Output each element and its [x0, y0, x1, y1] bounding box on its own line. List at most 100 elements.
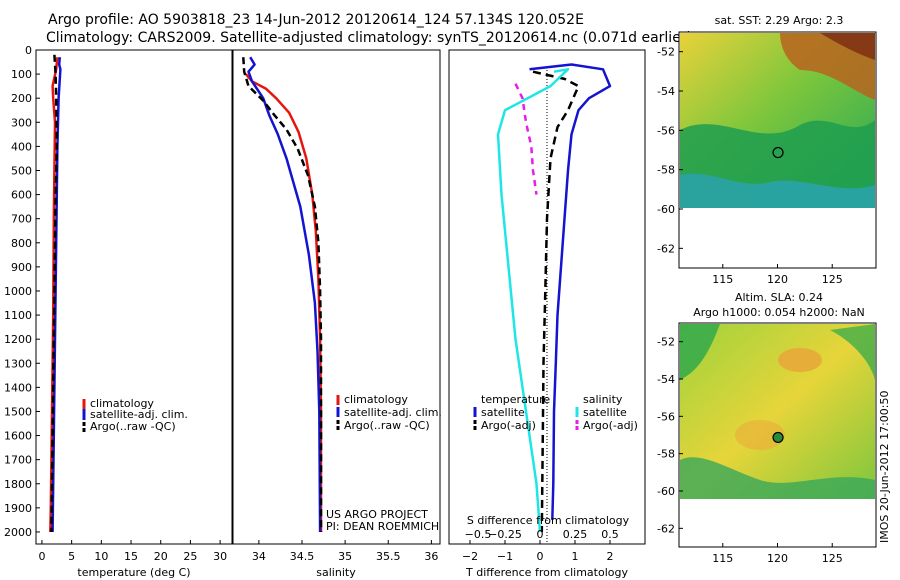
legend-salinity-title: salinity [583, 393, 623, 406]
s-tick-label: −0.5 [465, 528, 492, 541]
series-line [529, 63, 612, 520]
x-tick-label: −2 [462, 550, 478, 563]
difference-legend: temperature satellite Argo(-adj) salinit… [473, 393, 638, 432]
map-y-tick-label: -58 [657, 448, 675, 461]
map-y-tick-label: -62 [657, 522, 675, 535]
temperature-xlabel: temperature (deg C) [77, 566, 190, 579]
y-tick-label: 800 [11, 237, 32, 250]
x-tick-label: 20 [154, 550, 168, 563]
s-diff-ticklabels: −0.5−0.25 0 0.25 0.5 [465, 528, 619, 541]
salinity-xlabel: salinity [316, 566, 356, 579]
s-tick-label: −0.25 [488, 528, 522, 541]
y-tick-label: 100 [11, 68, 32, 81]
map-y-tick-label: -60 [657, 485, 675, 498]
series-line [247, 56, 322, 533]
temperature-series [49, 54, 62, 533]
y-tick-label: 1800 [4, 478, 32, 491]
map-y-tick-label: -58 [657, 164, 675, 177]
title-line2: Climatology: CARS2009. Satellite-adjuste… [46, 30, 692, 46]
x-tick-label: 5 [68, 550, 75, 563]
x-tick-label: 10 [94, 550, 108, 563]
sla-map: Altim. SLA: 0.24 Argo h1000: 0.054 h2000… [657, 291, 877, 565]
map-y-tick-label: -60 [657, 203, 675, 216]
y-tick-label: 0 [25, 44, 32, 57]
series-line [532, 70, 580, 533]
temperature-panel: 0100200300400500600700800900100011001200… [4, 44, 233, 579]
map-y-tick-label: -54 [657, 85, 675, 98]
x-tick-label: 30 [213, 550, 227, 563]
x-tick-label: 1 [572, 550, 579, 563]
series-line [51, 57, 62, 533]
sla-title-1: Altim. SLA: 0.24 [735, 291, 823, 304]
legend-t-argo: Argo(-adj) [481, 419, 536, 432]
x-tick-label: 0 [38, 550, 45, 563]
x-tick-label: 36 [424, 550, 438, 563]
legend-t-satellite: satellite [481, 406, 525, 419]
y-tick-label: 1200 [4, 333, 32, 346]
salinity-panel: 34 34.5 35 35.5 36 climatology satellite-adj… [232, 49, 442, 579]
map-y-tick-label: -52 [657, 336, 675, 349]
y-tick-label: 1400 [4, 381, 32, 394]
sst-map: sat. SST: 2.29 Argo: 2.3 115 120 125 -52 -54… [657, 14, 877, 286]
salinity-legend: climatology satellite-adj. clim. Argo(..… [336, 393, 442, 432]
y-tick-label: 1700 [4, 454, 32, 467]
difference-panel: −2 −1 0 1 2 temperature satellite Argo(-adj)… [448, 49, 646, 579]
x-tick-label: 2 [607, 550, 614, 563]
x-tick-label: 34 [252, 550, 266, 563]
depth-ticks: 0 100 200 300 400 500 600 700 800 900 1000 1100 1200… [4, 44, 40, 539]
sla-high-region [778, 348, 822, 372]
legend-satellite-2: satellite-adj. clim. [344, 406, 442, 419]
sla-high-region-2 [735, 420, 785, 450]
sla-title-2: Argo h1000: 0.054 h2000: NaN [693, 306, 865, 319]
map-x-tick-label: 115 [712, 552, 733, 565]
s-diff-xlabel: S difference from climatology [467, 514, 630, 527]
map-y-tick-label: -54 [657, 373, 675, 386]
difference-ticks: −2 −1 0 1 2 [462, 540, 614, 563]
y-tick-label: 1000 [4, 285, 32, 298]
map-y-tick-label: -56 [657, 410, 675, 423]
salinity-axes [232, 49, 441, 545]
y-tick-label: 400 [11, 140, 32, 153]
project-label: US ARGO PROJECT [326, 508, 428, 521]
difference-axes [448, 49, 646, 545]
pi-label: PI: DEAN ROEMMICH [326, 520, 439, 533]
x-tick-label: −1 [497, 550, 513, 563]
series-line [244, 73, 323, 532]
y-tick-label: 1900 [4, 502, 32, 515]
t-diff-xlabel: T difference from climatology [465, 566, 628, 579]
sst-ticks: 115 120 125 -52 -54 -56 -58 -60 -62 [657, 46, 843, 286]
sla-low-region [680, 324, 720, 380]
map-y-tick-label: -56 [657, 124, 675, 137]
legend-s-satellite: satellite [583, 406, 627, 419]
y-tick-label: 700 [11, 213, 32, 226]
sla-low-region-2 [830, 324, 875, 380]
sst-coldest-region [680, 173, 875, 208]
map-x-tick-label: 125 [822, 273, 843, 286]
sst-title: sat. SST: 2.29 Argo: 2.3 [715, 14, 844, 27]
x-tick-label: 0 [537, 550, 544, 563]
salinity-ticks: 34 34.5 35 35.5 36 [252, 540, 438, 563]
y-tick-label: 300 [11, 116, 32, 129]
series-line [514, 83, 538, 195]
sst-argo-marker [772, 146, 784, 159]
map-y-tick-label: -52 [657, 46, 675, 59]
map-y-tick-label: -62 [657, 242, 675, 255]
s-tick-label: 0.5 [601, 528, 619, 541]
s-tick-label: 0 [537, 528, 544, 541]
y-tick-label: 2000 [4, 526, 32, 539]
temperature-axes [35, 49, 233, 545]
difference-series [496, 63, 612, 533]
y-tick-label: 900 [11, 261, 32, 274]
y-tick-label: 200 [11, 92, 32, 105]
x-tick-label: 15 [124, 550, 138, 563]
title-line1: Argo profile: AO 5903818_23 14-Jun-2012 … [48, 12, 584, 28]
series-line [496, 68, 570, 533]
temperature-legend: climatology satellite-adj. clim. Argo(..… [82, 397, 188, 433]
map-x-tick-label: 120 [767, 273, 788, 286]
map-x-tick-label: 115 [712, 273, 733, 286]
map-x-tick-label: 125 [822, 552, 843, 565]
y-tick-label: 1100 [4, 309, 32, 322]
map-x-tick-label: 120 [767, 552, 788, 565]
x-tick-label: 34.5 [290, 550, 315, 563]
